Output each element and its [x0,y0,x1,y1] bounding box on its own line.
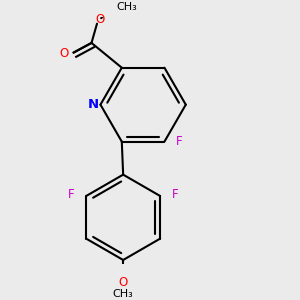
Text: F: F [176,135,183,148]
Text: O: O [118,277,128,290]
Text: F: F [172,188,178,201]
Text: N: N [88,98,99,111]
Text: CH₃: CH₃ [113,289,134,299]
Text: F: F [68,188,74,201]
Text: O: O [95,13,104,26]
Text: CH₃: CH₃ [116,2,137,12]
Text: O: O [59,47,69,60]
